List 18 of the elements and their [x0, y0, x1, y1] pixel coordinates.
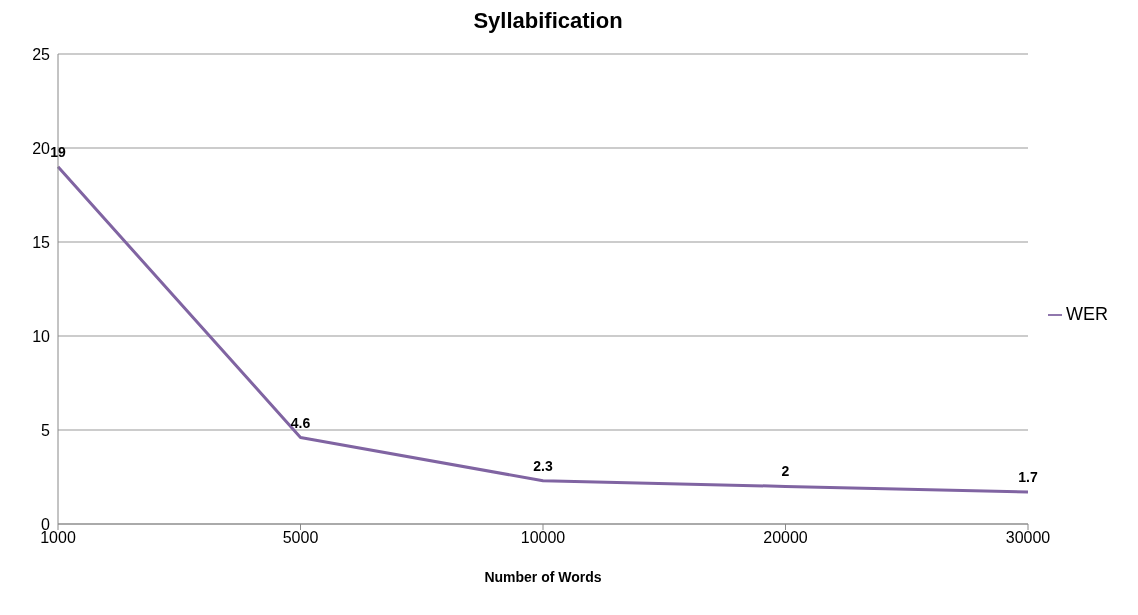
data-label: 19	[50, 143, 66, 160]
x-tick-label: 20000	[763, 529, 808, 547]
data-label: 2	[781, 463, 790, 480]
y-tick-label: 25	[32, 45, 51, 63]
data-label: 2.3	[533, 457, 553, 474]
x-tick-label: 1000	[40, 529, 76, 547]
y-tick-label: 20	[32, 139, 51, 157]
data-label: 1.7	[1018, 469, 1038, 486]
x-tick-label: 5000	[282, 529, 319, 547]
x-tick-label: 30000	[1005, 529, 1051, 547]
x-tick-label: 10000	[520, 529, 566, 547]
y-tick-label: 15	[32, 233, 51, 251]
data-label: 4.6	[290, 414, 311, 431]
chart-title: Syllabification	[472, 8, 624, 34]
legend-label: WER	[1066, 303, 1108, 324]
y-tick-label: 10	[32, 327, 51, 345]
x-axis-title: Number of Words	[484, 569, 602, 585]
y-tick-label: 5	[41, 421, 51, 439]
